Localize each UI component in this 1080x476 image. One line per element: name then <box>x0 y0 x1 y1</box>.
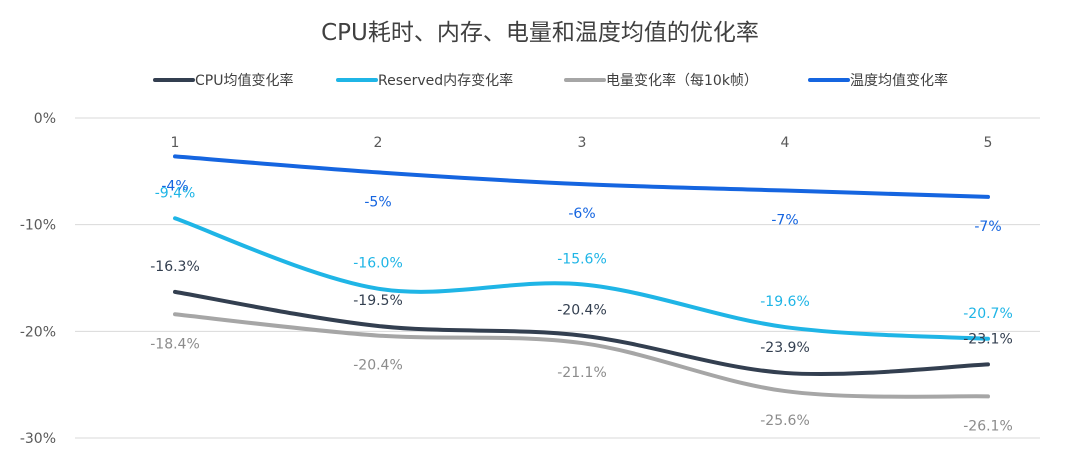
data-label: -15.6% <box>557 251 607 267</box>
y-axis: 0% -10% -20% -30% <box>20 111 56 447</box>
series-line <box>173 289 990 377</box>
y-tick-label: -10% <box>20 218 56 234</box>
gridlines <box>75 117 1040 439</box>
data-label: -21.1% <box>557 365 607 381</box>
legend: CPU均值变化率 Reserved内存变化率 电量变化率（每10k帧） 温度均值变化率 <box>153 72 948 89</box>
x-tick-label: 5 <box>984 135 993 151</box>
data-label: -4% <box>161 178 188 194</box>
data-labels: -16.3% -19.5% -20.4% -23.9% -23.1% -9.4% -16.0… <box>150 178 1013 434</box>
data-label: -6% <box>568 206 595 222</box>
data-label: -9.4% <box>155 185 196 201</box>
legend-label: 温度均值变化率 <box>850 72 948 89</box>
series-lines <box>173 154 990 399</box>
data-label: -25.6% <box>760 413 810 429</box>
series-line <box>173 312 990 399</box>
legend-label: 电量变化率（每10k帧） <box>606 72 758 89</box>
chart-title: CPU耗时、内存、电量和温度均值的优化率 <box>321 20 759 46</box>
data-label: -20.7% <box>963 306 1013 322</box>
y-tick-label: 0% <box>34 111 56 127</box>
data-label: -16.0% <box>353 256 403 272</box>
legend-label: Reserved内存变化率 <box>378 72 513 89</box>
data-label: -23.1% <box>963 331 1013 347</box>
y-tick-label: -20% <box>20 324 56 340</box>
data-label: -20.4% <box>557 303 607 319</box>
x-axis: 1 2 3 4 5 <box>171 135 993 151</box>
series-line <box>173 216 990 341</box>
data-label: -20.4% <box>353 358 403 374</box>
legend-label: CPU均值变化率 <box>195 72 293 89</box>
data-label: -19.5% <box>353 293 403 309</box>
x-tick-label: 2 <box>374 135 383 151</box>
data-label: -23.9% <box>760 340 810 356</box>
data-label: -5% <box>364 194 391 210</box>
data-label: -16.3% <box>150 259 200 275</box>
x-tick-label: 4 <box>781 135 790 151</box>
y-tick-label: -30% <box>20 431 56 447</box>
series-line <box>173 154 990 199</box>
data-label: -18.4% <box>150 336 200 352</box>
x-tick-label: 3 <box>578 135 587 151</box>
data-label: -7% <box>771 213 798 229</box>
data-label: -26.1% <box>963 418 1013 434</box>
data-label: -19.6% <box>760 294 810 310</box>
data-label: -7% <box>974 219 1001 235</box>
x-tick-label: 1 <box>171 135 180 151</box>
